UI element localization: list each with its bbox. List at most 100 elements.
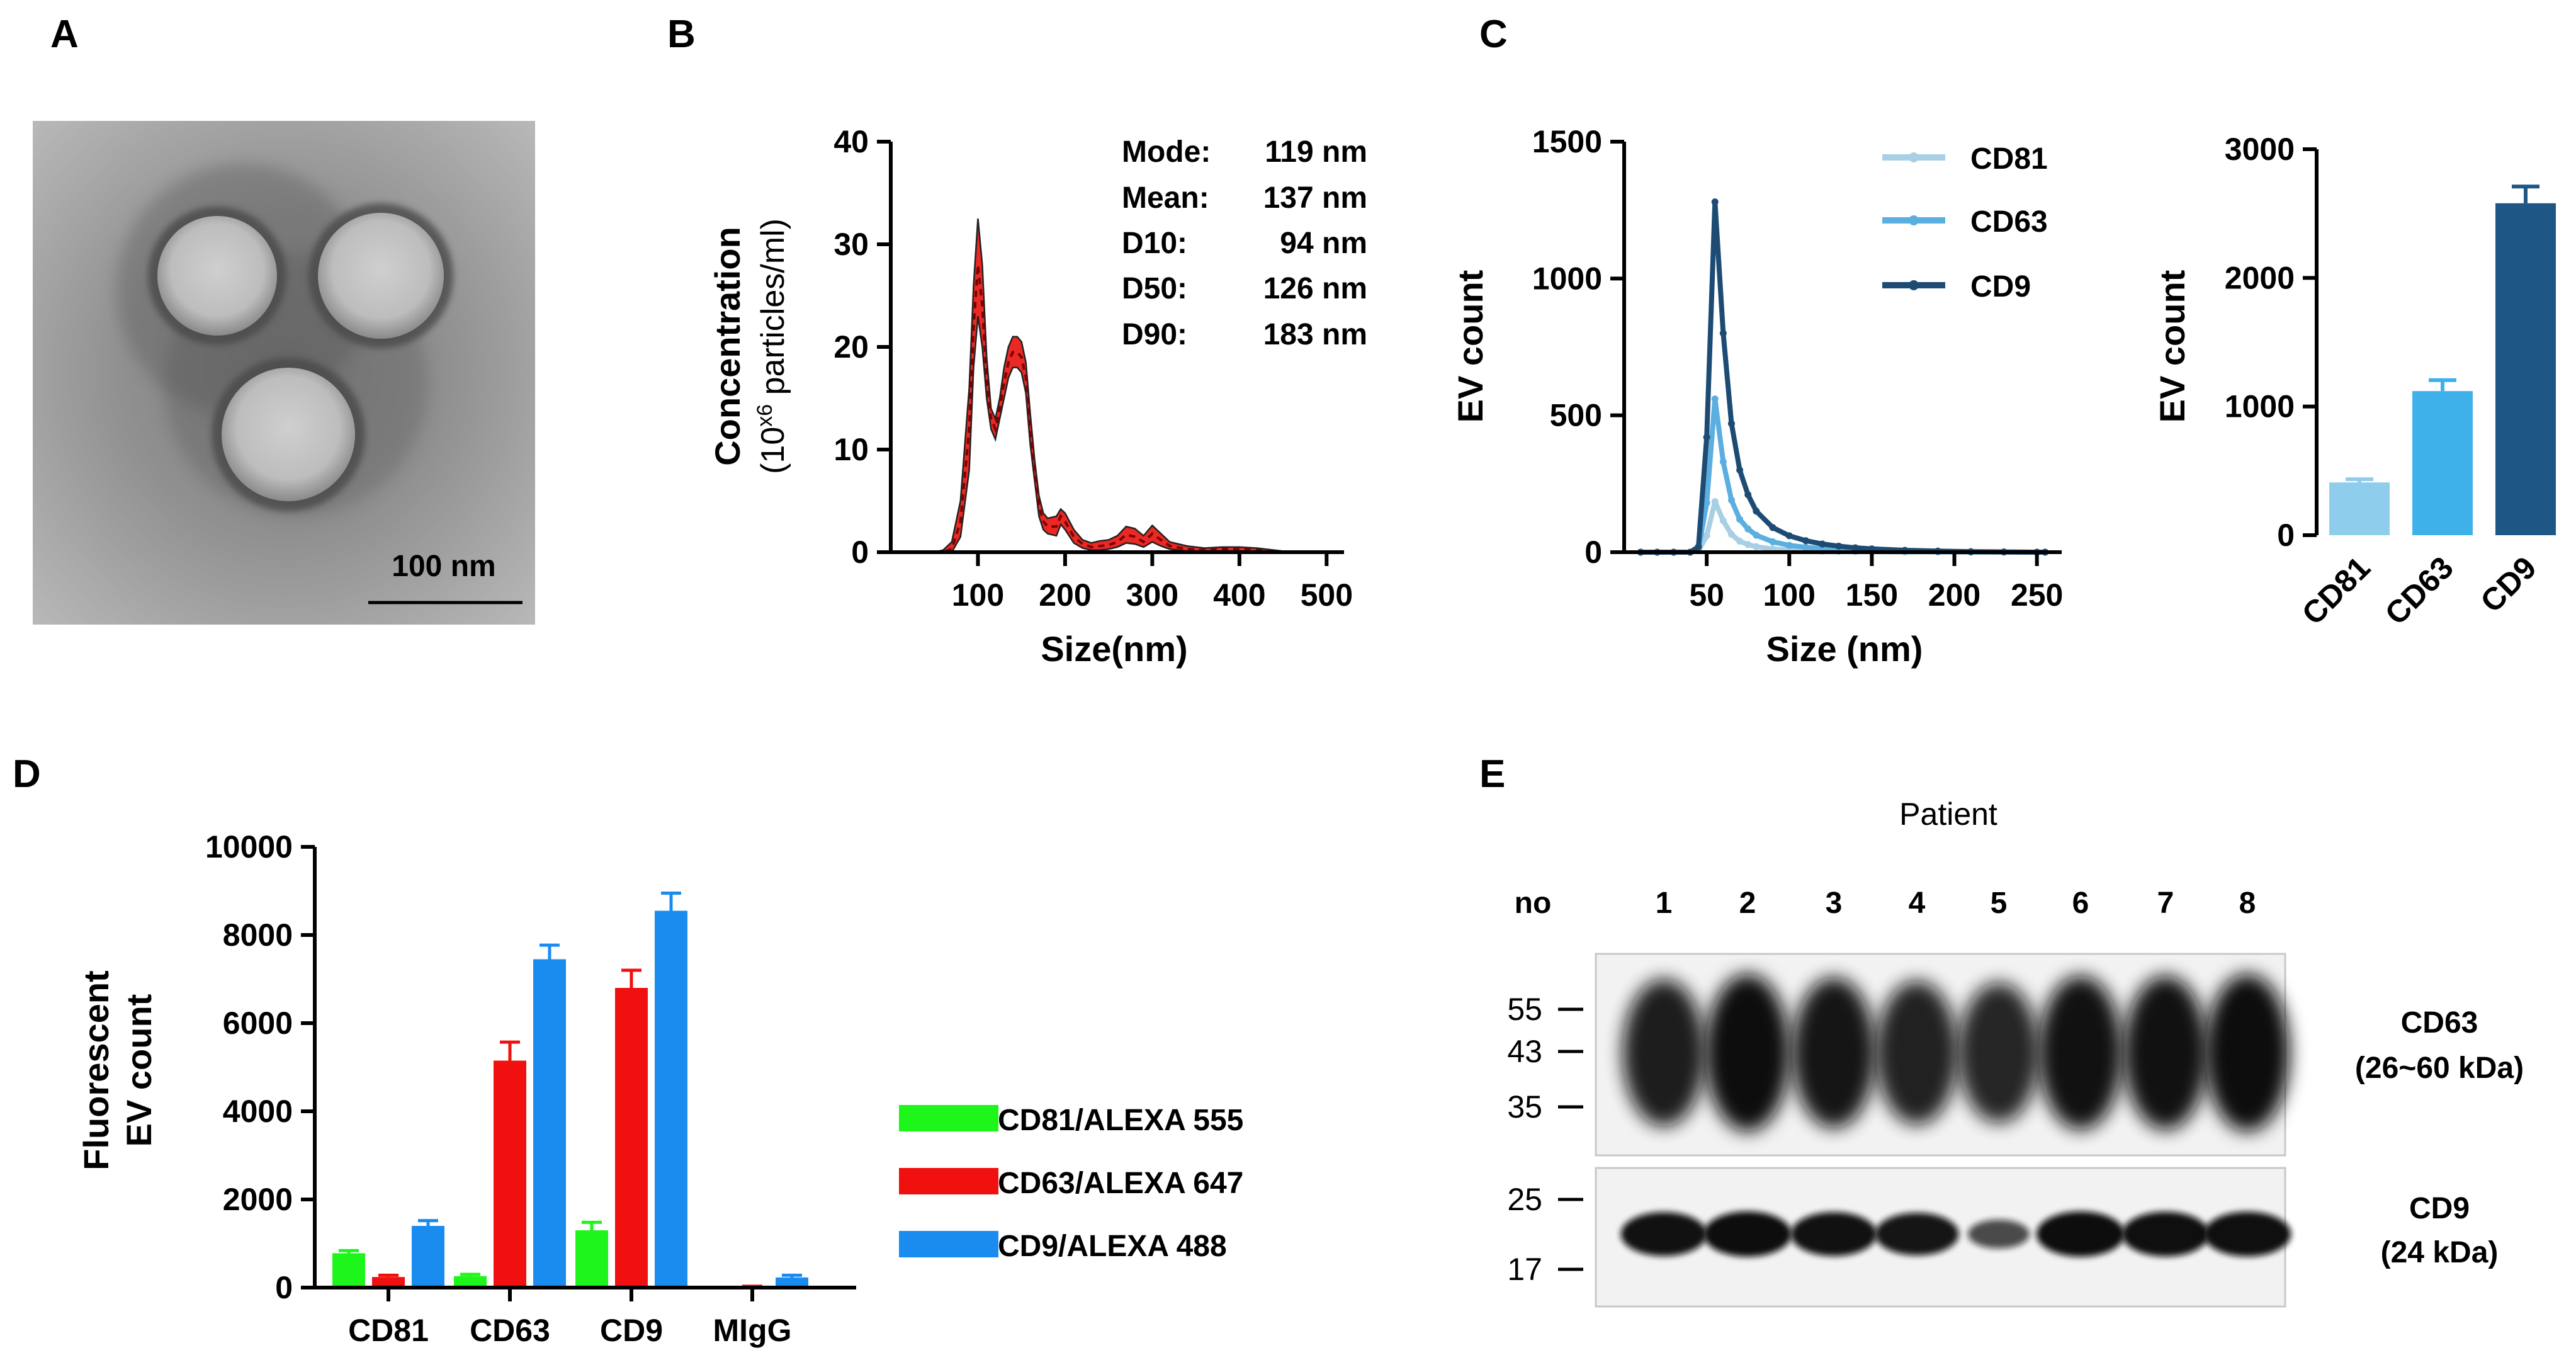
b-y-axis-label-units: (10x6 particles/ml) — [753, 218, 791, 474]
c-point-cd81 — [1727, 531, 1735, 538]
cd63-band-lane-7 — [2123, 975, 2208, 1130]
c-line-y-tick-label: 500 — [1550, 398, 1602, 433]
b-y-tick-label: 0 — [851, 535, 869, 570]
b-y-tick-label: 20 — [833, 329, 869, 365]
d-y-tick-label: 0 — [275, 1270, 293, 1305]
b-x-tick-label: 400 — [1213, 577, 1265, 613]
vesicle — [157, 216, 277, 336]
b-x-tick-label: 100 — [952, 577, 1004, 613]
c-point-cd63 — [1703, 499, 1710, 507]
stat-d10-name: D10: — [1122, 227, 1187, 260]
panel-label-b: B — [667, 13, 696, 56]
c-line-x-tick-label: 50 — [1689, 577, 1724, 613]
c-line-y-axis-label: EV count — [1450, 270, 1490, 423]
legend-marker-cd63 — [1909, 215, 1919, 225]
b-x-tick-label: 300 — [1126, 577, 1178, 613]
b-statistics: Mode: 119 nm Mean: 137 nm D10: 94 nm D50… — [1122, 135, 1367, 351]
c-bar-category-label: CD63 — [2378, 550, 2460, 632]
cd63-band-lane-3 — [1792, 977, 1875, 1128]
cd63-band-lane-6 — [2038, 975, 2123, 1130]
c-point-cd81 — [1719, 517, 1727, 524]
lane-label-1: 1 — [1656, 887, 1673, 920]
c-bar-category-label: CD9 — [2473, 550, 2543, 619]
c-point-cd81 — [1736, 538, 1744, 545]
band-size-cd63: (26~60 kDa) — [2355, 1051, 2524, 1085]
cd9-band-lane-6 — [2037, 1211, 2125, 1257]
c-bar-y-tick-label: 1000 — [2225, 389, 2295, 424]
panel-label-d: D — [13, 752, 41, 796]
c-line-y-tick-label: 1000 — [1532, 261, 1602, 296]
d-bar-cd9-cd9 — [655, 910, 687, 1288]
c-bar-y-tick-label: 0 — [2277, 518, 2295, 553]
c-bar-cd9 — [2495, 203, 2556, 535]
lane-label-6: 6 — [2072, 887, 2089, 920]
stat-d50-value: 126 nm — [1263, 272, 1367, 305]
tem-micrograph: 100 nm — [33, 121, 535, 625]
c-line-y-tick-label: 0 — [1585, 535, 1602, 570]
legend-label-cd9-alexa: CD9/ALEXA 488 — [998, 1230, 1227, 1263]
panel-label-e: E — [1479, 752, 1505, 796]
c-point-cd81 — [1711, 498, 1719, 506]
cd63-band-lane-1 — [1622, 979, 1705, 1126]
cd63-band-lane-4 — [1876, 981, 1958, 1125]
d-x-tick-label: MIgG — [713, 1313, 792, 1348]
d-bar-cd63-cd9 — [533, 959, 566, 1288]
c-point-cd9 — [1719, 329, 1727, 337]
blot-no-label: no — [1515, 887, 1552, 920]
b-y-tick-label: 40 — [833, 124, 869, 159]
b-x-tick-label: 200 — [1039, 577, 1091, 613]
d-bar-cd9-cd81 — [575, 1230, 608, 1288]
c-point-cd81 — [1703, 532, 1710, 540]
stat-d50-name: D50: — [1122, 272, 1187, 305]
band-label-cd9: CD9 — [2409, 1192, 2470, 1225]
legend-swatch-cd63 — [899, 1168, 998, 1194]
panel-d-bar-chart: 0 2000 4000 6000 8000 10000 CD81 CD63 CD9 MIgG Fl… — [76, 829, 1243, 1348]
marker-55: 55 — [1507, 992, 1542, 1027]
c-point-cd63 — [1785, 541, 1793, 549]
marker-25: 25 — [1507, 1182, 1542, 1217]
d-y-tick-label: 10000 — [205, 829, 293, 864]
stat-d90-value: 183 nm — [1263, 318, 1367, 351]
d-bar-cd81-cd81 — [332, 1253, 365, 1288]
c-point-cd9 — [1769, 524, 1777, 531]
d-bar-cd9-cd63 — [615, 988, 648, 1288]
c-point-cd9 — [1736, 467, 1744, 474]
c-point-cd63 — [1753, 531, 1760, 539]
stat-mean-value: 137 nm — [1263, 181, 1367, 215]
marker-35: 35 — [1507, 1089, 1542, 1125]
b-mean-line — [934, 264, 1292, 553]
cd9-band-lane-5 — [1968, 1220, 2030, 1249]
legend-label-cd63-alexa: CD63/ALEXA 647 — [998, 1167, 1243, 1200]
legend-swatch-cd81 — [899, 1105, 998, 1131]
c-point-cd63 — [1727, 496, 1735, 504]
c-point-cd9 — [1851, 544, 1859, 552]
panel-b-chart: 0 10 20 30 40 100 200 300 400 500 Concentration (… — [708, 124, 1367, 669]
d-x-tick-label: CD63 — [470, 1313, 550, 1348]
c-line-cd9 — [1641, 199, 2045, 555]
c-point-cd81 — [1753, 543, 1760, 550]
stat-mean-name: Mean: — [1122, 181, 1209, 215]
c-point-cd9 — [1753, 507, 1760, 515]
c-bar-cd63 — [2412, 391, 2473, 535]
b-y-tick-label: 30 — [833, 227, 869, 262]
cd63-band-lane-2 — [1705, 974, 1790, 1131]
band-size-cd9: (24 kDa) — [2381, 1236, 2499, 1269]
blot-header: Patient — [1899, 796, 1997, 832]
legend-label-cd9: CD9 — [1970, 270, 2031, 303]
cd9-band-lane-7 — [2121, 1211, 2210, 1257]
stat-mode-name: Mode: — [1122, 135, 1211, 169]
c-point-cd63 — [1711, 395, 1719, 403]
c-point-cd63 — [1802, 543, 1809, 551]
c-line-x-axis-label: Size (nm) — [1766, 629, 1923, 669]
b-error-band — [934, 218, 1292, 552]
c-point-cd9 — [1835, 542, 1843, 550]
c-line-y-tick-label: 1500 — [1532, 124, 1602, 159]
d-y-tick-label: 8000 — [223, 917, 293, 953]
cd9-band-lane-2 — [1703, 1211, 1792, 1257]
d-bar-cd63-cd81 — [454, 1276, 487, 1288]
c-line-x-tick-label: 100 — [1763, 577, 1816, 613]
legend-swatch-cd9 — [899, 1231, 998, 1257]
lane-label-2: 2 — [1739, 887, 1756, 920]
marker-43: 43 — [1507, 1034, 1542, 1069]
